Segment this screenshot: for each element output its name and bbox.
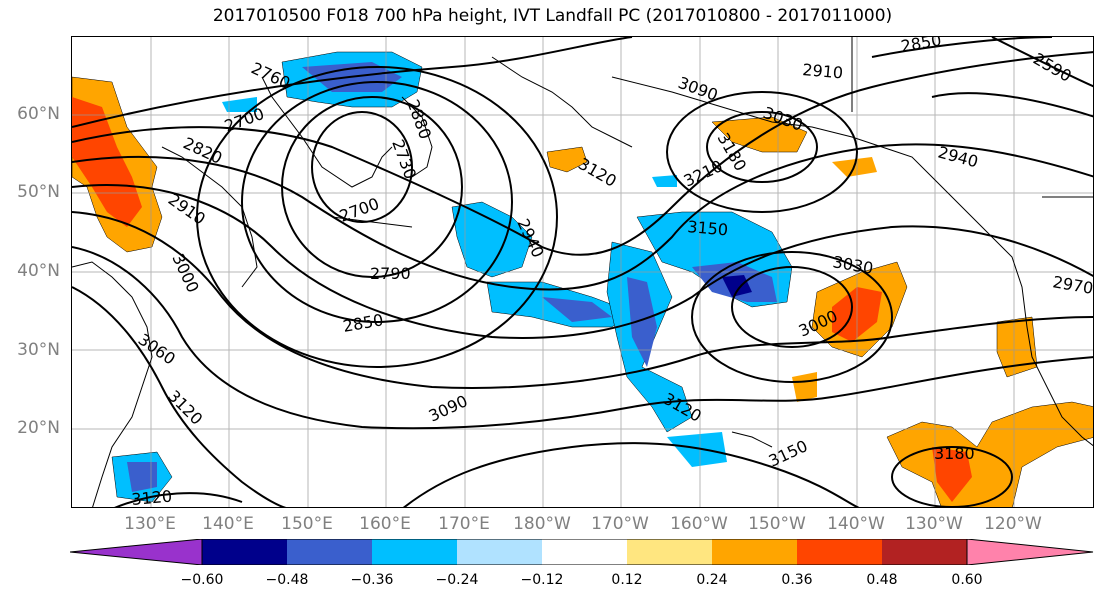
colorbar-extend-low <box>70 539 203 565</box>
lon-label-140w: 140°W <box>827 514 885 534</box>
lon-label-130w: 130°W <box>905 514 963 534</box>
lon-label-180w: 180°W <box>513 514 571 534</box>
map-panel: 2760 2700 2820 2910 3000 3060 3120 2700 … <box>71 36 1094 508</box>
colorbar-tick: 0.36 <box>781 572 813 588</box>
ivt-strong-region-southeast <box>932 447 972 502</box>
ivt-negative-region-central-north <box>451 201 533 278</box>
contour-label: 3000 <box>168 251 202 296</box>
map-title: 2017010500 F018 700 hPa height, IVT Land… <box>212 6 893 26</box>
colorbar-bin <box>627 539 712 565</box>
contour-label: 3090 <box>426 391 471 425</box>
ivt-positive-region-subtropics <box>792 372 817 402</box>
ivt-negative-core-central-band <box>542 297 612 322</box>
ivt-positive-region-alaska <box>711 116 808 153</box>
colorbar-extend-high <box>966 539 1094 565</box>
contour-label: 3180 <box>934 444 975 463</box>
ivt-negative-core-pacific-tail <box>627 277 657 367</box>
ivt-negative-region-aleutian-small <box>652 175 677 187</box>
colorbar-bin <box>542 539 627 565</box>
ivt-negative-region-hawaii-south <box>667 432 727 467</box>
ivt-strong-region-west <box>72 97 142 227</box>
lon-label-170w: 170°W <box>591 514 649 534</box>
lon-label-160w: 160°W <box>670 514 728 534</box>
contour-label: 3060 <box>135 330 179 369</box>
map-canvas: 2760 2700 2820 2910 3000 3060 3120 2700 … <box>72 37 1094 508</box>
ivt-negative-core-philippine <box>127 462 157 492</box>
lon-label-130e: 130°E <box>124 514 176 534</box>
lon-label-120w: 120°W <box>984 514 1042 534</box>
contour-label: 3120 <box>164 386 206 428</box>
lon-label-170e: 170°E <box>438 514 490 534</box>
graticule <box>72 37 1093 507</box>
colorbar-bin <box>372 539 457 565</box>
contour-label: 2910 <box>802 60 844 82</box>
ivt-positive-region-aleutian <box>546 146 588 173</box>
lon-label-160e: 160°E <box>359 514 411 534</box>
contour-label: 2850 <box>341 310 384 336</box>
colorbar-tick: 0.48 <box>866 572 898 588</box>
contour-label: 2970 <box>1051 272 1094 298</box>
lat-label-50n: 50°N <box>17 182 60 202</box>
contour-label: 2940 <box>936 143 980 172</box>
colorbar-tick: 0.60 <box>951 572 983 588</box>
contour-label: 3030 <box>831 252 874 278</box>
colorbar-bin <box>202 539 287 565</box>
contour-label: 2880 <box>403 97 435 142</box>
ivt-negative-shading <box>111 51 793 503</box>
colorbar-tick: 0.12 <box>611 572 643 588</box>
contour-label: 2850 <box>899 37 942 56</box>
lat-label-30n: 30°N <box>17 340 60 360</box>
lat-label-60n: 60°N <box>17 104 60 124</box>
colorbar-bin <box>797 539 882 565</box>
colorbar-tick: −0.36 <box>350 572 394 588</box>
colorbar-bin <box>712 539 797 565</box>
contour-label: 3210 <box>681 156 726 190</box>
contour-label: 2730 <box>388 137 420 182</box>
colorbar-bin <box>457 539 542 565</box>
coastlines <box>72 37 1093 507</box>
height-contours <box>72 37 1093 507</box>
contour-label: 3120 <box>575 154 620 191</box>
contour-label: 3150 <box>687 217 729 239</box>
colorbar-bin <box>287 539 372 565</box>
contour-label: 3150 <box>766 436 811 470</box>
lon-label-150e: 150°E <box>281 514 333 534</box>
lon-label-150w: 150°W <box>748 514 806 534</box>
lon-label-140e: 140°E <box>202 514 254 534</box>
lat-label-20n: 20°N <box>17 418 60 438</box>
lat-label-40n: 40°N <box>17 261 60 281</box>
colorbar-bin <box>882 539 967 565</box>
colorbar-tick: −0.12 <box>520 572 564 588</box>
contour-label: 2910 <box>165 190 209 229</box>
contour-label: 3120 <box>131 487 173 508</box>
contour-label: 2790 <box>370 264 411 283</box>
ivt-negative-peak-pacific <box>722 275 752 297</box>
colorbar <box>70 539 1094 565</box>
colorbar-tick: 0.24 <box>696 572 728 588</box>
colorbar-tick: −0.24 <box>435 572 479 588</box>
colorbar-tick: −0.60 <box>180 572 224 588</box>
colorbar-tick: −0.48 <box>265 572 309 588</box>
ivt-negative-region-okhotsk <box>222 97 257 112</box>
